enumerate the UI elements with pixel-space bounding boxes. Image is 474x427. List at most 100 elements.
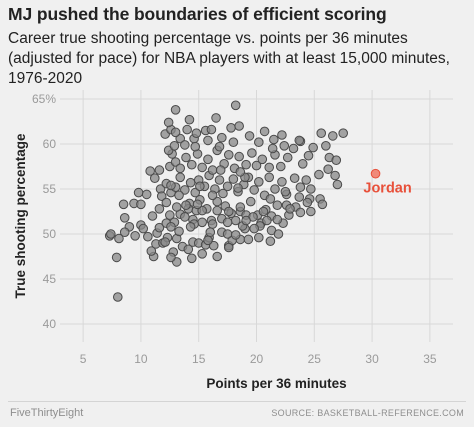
data-point	[184, 114, 195, 125]
data-point	[130, 231, 140, 241]
data-point	[186, 159, 197, 170]
data-point	[301, 175, 312, 185]
data-point	[203, 135, 213, 146]
data-point	[190, 141, 201, 152]
data-point	[170, 127, 181, 138]
data-point	[230, 100, 241, 111]
data-point	[294, 135, 305, 146]
data-point	[154, 222, 165, 233]
data-point	[161, 197, 172, 208]
data-point	[185, 222, 196, 232]
data-point	[330, 170, 340, 181]
data-point	[181, 200, 191, 210]
data-point	[112, 292, 123, 302]
data-point	[214, 141, 225, 152]
data-point	[295, 182, 306, 192]
data-point	[171, 202, 182, 212]
data-point	[254, 177, 264, 187]
y-tick-label: 65%	[32, 92, 56, 106]
data-point	[244, 131, 255, 141]
data-point	[215, 165, 226, 175]
data-point	[254, 232, 264, 243]
data-point	[175, 133, 186, 144]
data-point	[145, 166, 155, 176]
data-point	[338, 128, 348, 138]
data-point	[285, 204, 295, 214]
data-point	[332, 179, 343, 190]
data-point	[211, 113, 221, 123]
data-point	[288, 143, 299, 154]
data-point	[160, 237, 170, 247]
data-point	[156, 191, 167, 201]
data-point	[118, 199, 129, 210]
data-point	[114, 233, 124, 244]
data-point	[289, 173, 300, 183]
data-point	[317, 199, 328, 210]
data-point	[170, 105, 181, 115]
data-point	[257, 154, 268, 165]
chart-subtitle: Career true shooting percentage vs. poin…	[8, 30, 450, 87]
data-point	[249, 185, 259, 195]
data-point	[154, 204, 165, 214]
data-point	[175, 163, 186, 174]
data-point	[212, 196, 222, 207]
data-point	[321, 141, 331, 151]
data-point	[273, 229, 284, 239]
data-point	[251, 160, 262, 171]
data-point	[207, 165, 218, 175]
data-point	[133, 187, 144, 198]
data-point	[254, 137, 264, 147]
highlight-point	[370, 168, 381, 179]
data-point	[269, 134, 279, 145]
chart-title: MJ pushed the boundaries of efficient sc…	[8, 4, 387, 24]
data-point	[234, 121, 244, 131]
data-point	[267, 143, 278, 154]
data-point	[223, 150, 234, 160]
data-point	[275, 161, 286, 172]
data-point	[222, 217, 233, 228]
data-point	[303, 150, 314, 161]
data-point	[190, 187, 201, 198]
y-tick-label: 45	[43, 272, 57, 286]
data-point	[111, 252, 122, 263]
data-point	[174, 190, 184, 201]
data-point	[138, 223, 149, 234]
data-point	[226, 123, 236, 133]
data-point	[241, 159, 251, 170]
x-tick-label: 30	[365, 352, 379, 366]
data-point	[154, 165, 165, 175]
data-point	[180, 212, 190, 222]
data-point	[166, 252, 176, 263]
data-point	[241, 215, 251, 226]
data-point	[235, 202, 246, 212]
data-point	[214, 175, 225, 185]
data-point	[197, 205, 207, 216]
data-point	[228, 174, 239, 184]
data-point	[262, 215, 272, 226]
y-tick-label: 50	[43, 227, 57, 241]
data-point	[249, 223, 259, 234]
data-point	[182, 124, 192, 135]
scatter-chart: 5 10 15 20 25 30 35 40 45 50 55 60 65% Points per 36 …	[13, 90, 453, 391]
data-point	[230, 230, 241, 240]
data-point	[306, 184, 316, 194]
data-point	[185, 177, 196, 188]
data-point	[327, 131, 338, 141]
data-point	[331, 155, 342, 165]
data-point	[302, 197, 313, 208]
data-point	[297, 159, 308, 169]
data-point	[316, 128, 327, 138]
data-point	[147, 211, 158, 221]
data-point	[277, 130, 287, 140]
data-point	[247, 148, 257, 158]
data-point	[308, 142, 318, 153]
footer-divider	[8, 401, 466, 402]
data-point	[323, 164, 333, 174]
data-point	[270, 184, 280, 194]
y-axis-label: True shooting percentage	[13, 133, 28, 299]
y-tick-label: 60	[43, 137, 57, 151]
data-point	[207, 219, 218, 229]
data-point	[119, 227, 130, 237]
data-point	[203, 154, 213, 165]
data-point	[141, 189, 152, 200]
